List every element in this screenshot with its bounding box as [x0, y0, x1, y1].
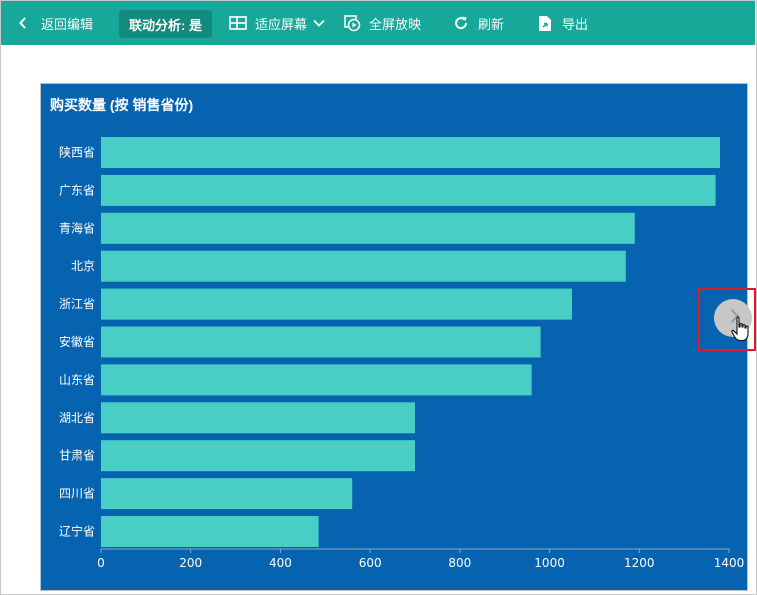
hand-cursor-icon: [731, 316, 749, 342]
layout-icon: [228, 13, 248, 33]
fit-screen-dropdown[interactable]: 适应屏幕: [228, 1, 326, 45]
y-tick-label: 四川省: [59, 487, 95, 501]
fullscreen-button[interactable]: 全屏放映: [342, 1, 421, 45]
x-tick-label: 0: [97, 556, 105, 570]
bar: [101, 402, 415, 434]
bar: [101, 137, 721, 168]
toolbar: 返回编辑 联动分析: 是 适应屏幕 全屏放映 刷新 导出: [1, 1, 755, 45]
x-tick-label: 800: [448, 556, 471, 570]
export-file-icon: [535, 13, 555, 33]
bar: [101, 440, 415, 472]
back-label: 返回编辑: [41, 16, 94, 32]
fit-screen-label: 适应屏幕: [255, 16, 308, 32]
y-tick-label: 陕西省: [59, 145, 95, 160]
linkage-toggle[interactable]: 联动分析: 是: [119, 10, 212, 38]
x-tick-label: 200: [179, 556, 202, 570]
x-tick-label: 1000: [534, 556, 565, 570]
y-tick-label: 甘肃省: [59, 449, 95, 463]
fullscreen-label: 全屏放映: [369, 16, 422, 32]
y-tick-label: 湖北省: [59, 410, 95, 425]
bar: [101, 174, 716, 206]
bar: [101, 288, 572, 320]
chevron-down-icon: [312, 13, 326, 33]
chevron-left-icon: [17, 13, 29, 33]
refresh-label: 刷新: [478, 16, 505, 32]
refresh-icon: [451, 13, 471, 33]
y-tick-label: 辽宁省: [59, 524, 95, 539]
bar: [101, 212, 635, 244]
x-tick-label: 1400: [714, 556, 745, 570]
y-tick-label: 北京: [71, 259, 95, 273]
chart-title: 购买数量 (按 销售省份): [50, 97, 194, 113]
chart-panel: 购买数量 (按 销售省份) 陕西省广东省青海省北京浙江省安徽省山东省湖北省甘肃省…: [40, 83, 748, 591]
x-tick-label: 600: [359, 556, 382, 570]
bar: [101, 250, 626, 282]
export-button[interactable]: 导出: [535, 1, 588, 45]
x-tick-label: 1200: [624, 556, 655, 570]
y-tick-label: 安徽省: [59, 334, 95, 349]
x-tick-label: 400: [269, 556, 292, 570]
highlight-box: [698, 288, 756, 351]
export-label: 导出: [562, 16, 589, 32]
play-screen-icon: [342, 13, 362, 33]
bar: [101, 326, 541, 358]
refresh-button[interactable]: 刷新: [451, 1, 504, 45]
bar: [101, 516, 319, 547]
linkage-label: 联动分析: 是: [129, 17, 202, 33]
bar: [101, 478, 353, 510]
bar: [101, 364, 532, 396]
y-tick-label: 广东省: [59, 183, 95, 197]
back-button[interactable]: 返回编辑: [17, 1, 93, 45]
y-tick-label: 浙江省: [59, 297, 95, 311]
y-tick-label: 山东省: [59, 373, 95, 387]
y-tick-label: 青海省: [59, 220, 95, 235]
